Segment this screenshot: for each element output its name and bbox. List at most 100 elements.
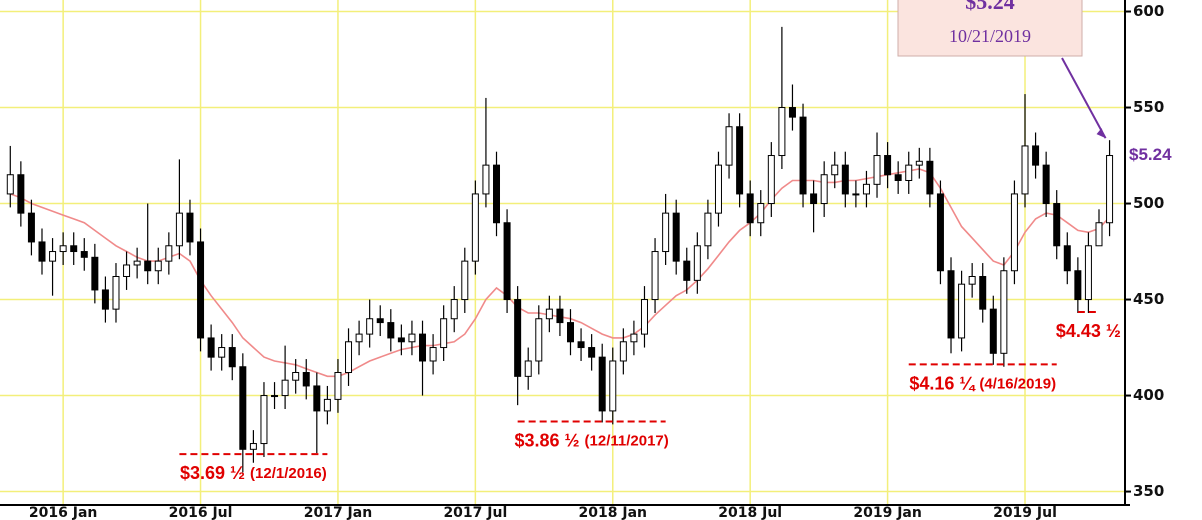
candle-body <box>154 260 162 272</box>
candle-body <box>59 245 67 253</box>
candle-body <box>440 318 448 349</box>
low-label: $3.86 ½ (12/11/2017) <box>514 430 668 450</box>
callout-arrow <box>1061 57 1107 139</box>
candle-body <box>271 395 279 398</box>
candle-body <box>767 155 775 205</box>
candle-body <box>6 174 14 195</box>
candle-body <box>926 160 934 195</box>
candle-body <box>207 337 215 358</box>
candle-body <box>683 260 691 281</box>
candle-body <box>524 360 532 377</box>
candle-body <box>387 322 395 339</box>
candle-body <box>535 318 543 362</box>
candle-body <box>609 360 617 412</box>
candle-body <box>947 270 955 339</box>
candle-body <box>228 347 236 368</box>
candle-body <box>334 372 342 400</box>
candle-body <box>1095 222 1103 247</box>
candle-body <box>1042 164 1050 205</box>
candle-body <box>640 299 648 335</box>
candle-body <box>598 356 606 412</box>
candle-body <box>936 193 944 272</box>
candle-body <box>630 333 638 343</box>
y-tick-label: 350 <box>1133 482 1164 500</box>
candle-body <box>1010 193 1018 272</box>
candle-body <box>884 155 892 176</box>
candle-body <box>239 366 247 450</box>
candle-body <box>788 107 796 118</box>
candle-body <box>577 341 585 349</box>
low-price: $3.69 ½ <box>180 463 245 483</box>
callout-arrowhead <box>1096 128 1106 139</box>
candle-body <box>1032 145 1040 166</box>
candle-body <box>968 276 976 285</box>
y-tick-label: 550 <box>1133 98 1164 116</box>
x-tick-label: 2018 Jul <box>718 505 782 520</box>
y-tick-label: 500 <box>1133 194 1164 212</box>
candle-body <box>101 289 109 310</box>
candle-body <box>49 251 57 262</box>
candle-body <box>80 251 88 258</box>
candle-body <box>905 164 913 181</box>
candle-body <box>376 318 384 324</box>
candle-body <box>588 347 596 358</box>
x-tick-label: 2019 Jan <box>853 505 921 520</box>
candle-body <box>165 245 173 262</box>
low-price: $3.86 ½ <box>514 430 579 450</box>
candle-body <box>979 276 987 310</box>
candle-body <box>757 203 765 224</box>
candle-body <box>566 322 574 343</box>
candle-body <box>419 333 427 362</box>
candle-body <box>958 283 966 339</box>
x-tick-label: 2018 Jan <box>579 505 647 520</box>
candle-body <box>714 164 722 214</box>
candle-body <box>725 126 733 166</box>
candle-body <box>672 212 680 262</box>
candle-body <box>123 264 131 278</box>
candle-body <box>746 193 754 224</box>
candle-body <box>186 212 194 243</box>
y-tick-label: 400 <box>1133 386 1164 404</box>
candle-body <box>1053 203 1061 247</box>
low-label: $3.69 ½ (12/1/2016) <box>180 463 327 483</box>
candle-body <box>873 155 881 185</box>
x-tick-label: 2017 Jan <box>304 505 372 520</box>
last-price-label: $5.24 <box>1129 145 1172 164</box>
low-price: $4.16 ¼ <box>909 373 976 393</box>
candle-body <box>1074 270 1082 301</box>
candle-body <box>27 212 35 243</box>
candle-body <box>651 251 659 301</box>
candle-body <box>1063 245 1071 272</box>
callout-price: $5.24 <box>965 0 1015 14</box>
candle-body <box>144 260 152 272</box>
candle-body <box>133 260 141 266</box>
low-price: $4.43 ½ <box>1056 321 1121 341</box>
candle-body <box>852 193 860 196</box>
candle-body <box>545 308 553 320</box>
candle-body <box>662 212 670 253</box>
candle-body <box>915 160 923 166</box>
candle-body <box>1106 155 1114 224</box>
candle-body <box>397 337 405 343</box>
candle-body <box>218 347 226 358</box>
candle-body <box>260 395 268 445</box>
candle-body <box>408 333 416 343</box>
x-tick-label: 2016 Jan <box>29 505 97 520</box>
candle-body <box>841 164 849 195</box>
candle-body <box>894 174 902 181</box>
candle-body <box>292 372 300 381</box>
candle-body <box>112 276 120 310</box>
candle-body <box>461 260 469 301</box>
candle-body <box>778 107 786 157</box>
candle-body <box>91 256 99 291</box>
candle-body <box>471 193 479 262</box>
candle-body <box>1000 270 1008 354</box>
candle-body <box>704 212 712 247</box>
candle-body <box>38 241 46 262</box>
candle-body <box>70 245 78 253</box>
candle-body <box>450 299 458 320</box>
low-label: $4.16 ¼ (4/16/2019) <box>909 373 1056 393</box>
low-date: (12/11/2017) <box>585 432 669 449</box>
y-tick-label: 450 <box>1133 290 1164 308</box>
candle-body <box>345 341 353 374</box>
